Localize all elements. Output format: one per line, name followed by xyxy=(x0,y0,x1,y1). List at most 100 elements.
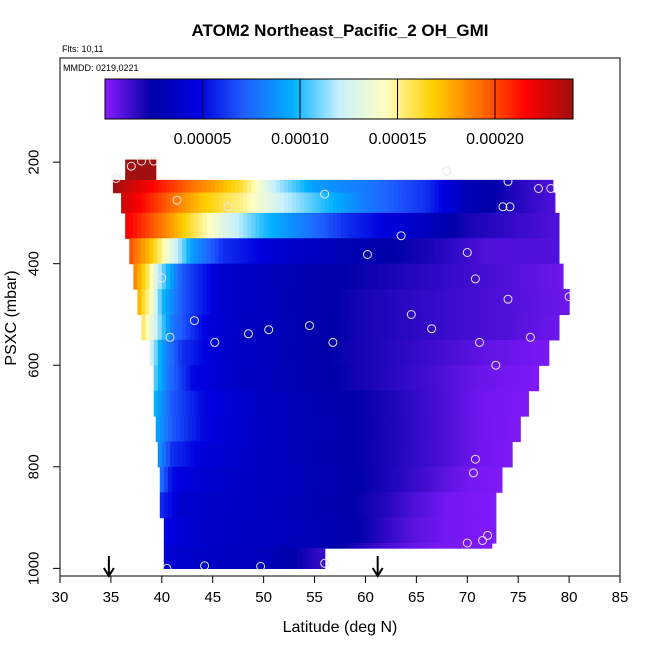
heat-cell xyxy=(548,238,554,265)
heat-cell xyxy=(265,548,271,569)
observation-point xyxy=(320,189,330,199)
heat-cell xyxy=(172,466,177,493)
heat-cell xyxy=(133,238,138,265)
heat-cell xyxy=(430,365,436,392)
heat-cell xyxy=(355,492,360,519)
heat-cell xyxy=(422,238,428,265)
heat-cell xyxy=(310,492,316,519)
heat-cell xyxy=(141,289,147,316)
observation-point xyxy=(189,316,199,326)
heat-cell xyxy=(467,179,472,194)
heat-cell xyxy=(416,492,422,519)
heat-cell xyxy=(312,390,318,417)
heat-cell xyxy=(448,416,454,443)
heat-cell xyxy=(481,492,487,519)
heat-cell xyxy=(404,542,409,549)
heat-cell xyxy=(426,314,432,341)
heat-cell xyxy=(475,263,481,290)
x-tick-label: 85 xyxy=(612,589,629,606)
heat-cell xyxy=(322,517,328,544)
heat-cell xyxy=(235,365,240,392)
heat-cell xyxy=(426,238,432,265)
heat-cell xyxy=(520,263,525,290)
heat-cell xyxy=(292,314,297,341)
heat-cell xyxy=(241,542,246,549)
heat-cell xyxy=(202,441,208,468)
heat-cell xyxy=(334,416,340,443)
heat-cell xyxy=(273,492,279,519)
heat-cell xyxy=(239,238,244,265)
heat-cell xyxy=(479,179,485,194)
heat-cell xyxy=(404,517,409,544)
heat-cell xyxy=(165,263,171,290)
heat-cell xyxy=(353,179,358,194)
heat-cell xyxy=(357,238,362,265)
heat-cell xyxy=(288,390,293,417)
heat-cell xyxy=(239,289,244,316)
heat-cell xyxy=(133,192,138,214)
heat-cell xyxy=(180,466,185,493)
heat-cell xyxy=(438,263,444,290)
heat-cell xyxy=(169,179,175,194)
heat-cell xyxy=(188,548,193,569)
heat-cell xyxy=(516,212,521,239)
heat-cell xyxy=(169,212,175,239)
heat-cell xyxy=(316,212,322,239)
heat-cell xyxy=(194,339,200,366)
heat-cell xyxy=(235,238,240,265)
heat-cell xyxy=(540,339,546,366)
heat-cell xyxy=(292,192,297,214)
heat-cell xyxy=(524,289,529,316)
heat-cell xyxy=(446,441,452,468)
heat-cell xyxy=(163,517,169,544)
heat-cell xyxy=(178,441,183,468)
heat-cell xyxy=(453,517,458,544)
heat-cell xyxy=(161,212,167,239)
heat-cell xyxy=(461,492,466,519)
heat-cell xyxy=(304,339,310,366)
observation-point xyxy=(503,294,513,304)
heat-cell xyxy=(400,517,405,544)
heat-cell xyxy=(249,416,255,443)
heat-cell xyxy=(343,492,348,519)
heat-cell xyxy=(279,238,285,265)
heat-cell xyxy=(206,441,212,468)
heat-cell xyxy=(328,192,334,214)
heat-cell xyxy=(255,263,261,290)
heat-cell xyxy=(294,466,299,493)
heat-cell xyxy=(145,159,151,181)
heat-cell xyxy=(161,441,167,468)
heat-cell xyxy=(267,339,273,366)
heat-cell xyxy=(320,192,326,214)
heat-cell xyxy=(157,289,163,316)
heat-cell xyxy=(512,339,517,366)
x-tick-label: 80 xyxy=(561,589,578,606)
heat-cell xyxy=(308,212,314,239)
heat-cell xyxy=(499,179,505,194)
heat-cell xyxy=(279,179,285,194)
heat-cell xyxy=(414,212,419,239)
heat-cell xyxy=(212,416,218,443)
heat-cell xyxy=(459,390,464,417)
heat-cell xyxy=(455,441,460,468)
heat-cell xyxy=(359,416,365,443)
heat-cell xyxy=(165,390,171,417)
observation-point xyxy=(111,173,121,183)
heat-cell xyxy=(196,542,202,549)
heat-cell xyxy=(357,212,362,239)
heat-cell xyxy=(495,339,501,366)
heat-cell xyxy=(265,492,271,519)
heat-cell xyxy=(453,466,458,493)
heat-cell xyxy=(133,212,138,239)
heat-cell xyxy=(218,263,224,290)
heat-cell xyxy=(202,192,208,214)
heat-cell xyxy=(479,390,485,417)
heat-cell xyxy=(483,289,489,316)
heat-cell xyxy=(292,390,297,417)
heat-cell xyxy=(222,365,228,392)
heat-cell xyxy=(267,212,273,239)
heat-cell xyxy=(182,289,187,316)
heat-cell xyxy=(243,192,248,214)
heat-cell xyxy=(540,212,546,239)
heat-cell xyxy=(243,212,248,239)
